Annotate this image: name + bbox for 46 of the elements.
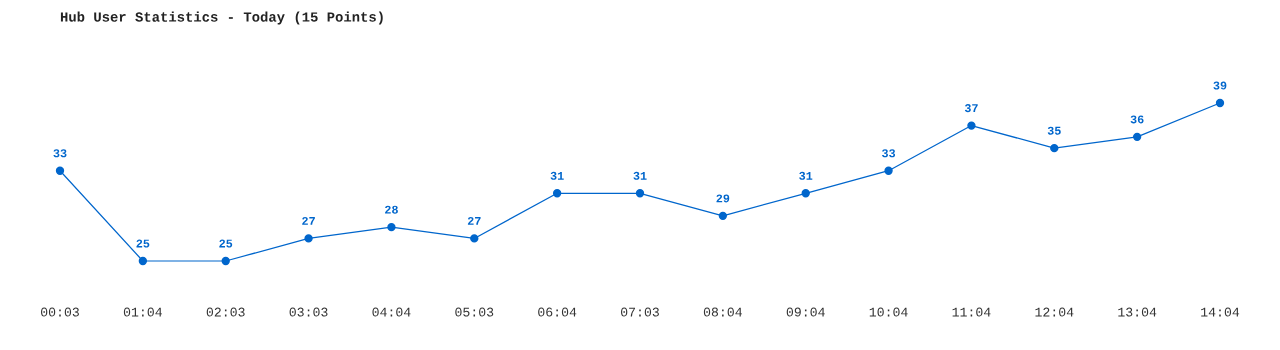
x-tick-label: 11:04	[952, 307, 991, 317]
point	[552, 189, 562, 198]
data-label: 29	[716, 194, 730, 203]
data-label: 25	[219, 239, 233, 248]
point	[718, 211, 728, 221]
data-label: 31	[799, 171, 813, 180]
point	[635, 189, 645, 198]
data-label: 33	[53, 149, 67, 158]
data-label: 39	[1213, 81, 1227, 90]
data-label: 31	[550, 171, 564, 180]
x-tick-label: 03:03	[289, 307, 328, 317]
chart-title: Hub User Statistics - Today (15 Points)	[60, 11, 383, 25]
x-tick-label: 12:04	[1035, 307, 1074, 317]
x-tick-label: 07:03	[621, 307, 659, 317]
x-tick-label: 14:04	[1201, 307, 1240, 317]
data-label: 33	[882, 149, 896, 158]
data-label: 35	[1047, 126, 1061, 135]
point	[55, 166, 65, 175]
point	[470, 234, 479, 243]
point	[138, 256, 148, 266]
point	[1132, 132, 1142, 142]
point	[387, 222, 396, 232]
point	[967, 121, 976, 130]
point	[1050, 143, 1059, 153]
data-label: 27	[302, 216, 315, 225]
x-tick-label: 09:04	[786, 307, 825, 317]
x-tick-label: 13:04	[1118, 307, 1157, 317]
point	[304, 234, 313, 243]
x-tick-label: 08:04	[703, 307, 742, 317]
x-tick-label: 10:04	[869, 307, 908, 317]
x-tick-label: 02:03	[206, 307, 245, 317]
data-label: 25	[136, 239, 150, 248]
x-tick-label: 06:04	[538, 307, 577, 317]
point	[884, 166, 893, 175]
x-tick-label: 04:04	[372, 307, 411, 317]
point	[1215, 98, 1225, 108]
data-label: 28	[385, 205, 398, 214]
data-label: 36	[1130, 115, 1144, 124]
x-tick-label: 00:03	[41, 307, 79, 317]
data-label: 37	[964, 104, 978, 113]
x-tick-label: 05:03	[455, 307, 494, 317]
point	[801, 189, 810, 198]
data-label: 31	[633, 171, 647, 180]
point	[221, 256, 230, 266]
x-tick-label: 01:04	[123, 307, 162, 317]
data-label: 27	[467, 216, 481, 225]
